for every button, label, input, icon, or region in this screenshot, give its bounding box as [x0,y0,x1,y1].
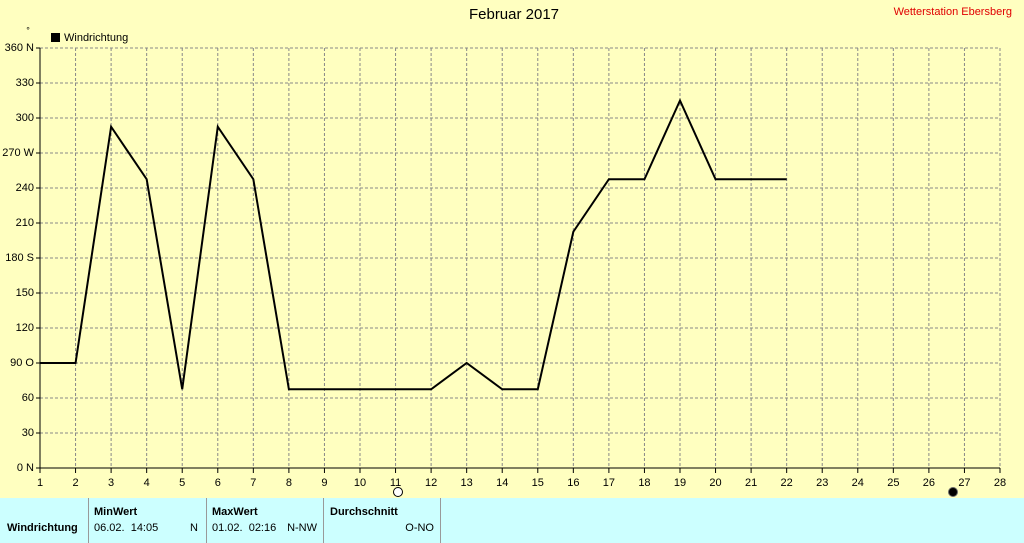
x-tick-label: 12 [425,477,437,489]
y-tick-label: 30 [22,427,34,439]
legend-swatch [51,33,60,42]
data-line [40,98,787,391]
x-tick-label: 25 [887,477,899,489]
y-tick-label: 210 [16,217,34,229]
column-header: MaxWert [212,506,258,518]
x-tick-label: 18 [638,477,650,489]
x-tick-label: 13 [461,477,473,489]
y-tick-label: 300 [16,112,34,124]
x-tick-label: 22 [781,477,793,489]
x-tick-label: 6 [215,477,221,489]
marker-icon [948,487,958,497]
x-tick-label: 27 [958,477,970,489]
x-tick-label: 5 [179,477,185,489]
x-tick-label: 7 [250,477,256,489]
x-tick-label: 9 [321,477,327,489]
stats-cell: Windrichtung [0,498,89,543]
min-direction: N [190,522,198,534]
stats-cell: MinWert 06.02. 14:05 N [88,498,207,543]
stats-cell: MaxWert 01.02. 02:16 N-NW [206,498,324,543]
y-unit: ° [26,25,30,35]
marker-icon [393,487,403,497]
x-tick-label: 3 [108,477,114,489]
x-tick-label: 17 [603,477,615,489]
chart-title: Februar 2017 [469,6,559,23]
column-header: MinWert [94,506,138,518]
min-time: 06.02. 14:05 [94,522,159,534]
y-tick-label: 180 S [5,252,34,264]
x-tick-label: 15 [532,477,544,489]
x-tick-label: 1 [37,477,43,489]
y-tick-label: 270 W [2,147,34,159]
chart: Februar 2017 Wetterstation Ebersberg ° W… [2,6,1012,497]
y-tick-label: 0 N [17,462,34,474]
x-tick-label: 28 [994,477,1006,489]
legend-label: Windrichtung [64,32,128,44]
row-label: Windrichtung [7,522,78,534]
x-tick-label: 21 [745,477,757,489]
x-tick-label: 16 [567,477,579,489]
x-tick-label: 8 [286,477,292,489]
x-tick-label: 2 [72,477,78,489]
x-tick-label: 26 [923,477,935,489]
y-tick-label: 120 [16,322,34,334]
column-header: Durchschnitt [330,506,398,518]
stats-panel: Windrichtung MinWert 06.02. 14:05 N MaxW… [0,498,1024,543]
x-tick-label: 11 [390,477,401,489]
x-tick-label: 24 [852,477,864,489]
y-tick-label: 330 [16,77,34,89]
max-time: 01.02. 02:16 [212,522,277,534]
station-name: Wetterstation Ebersberg [894,6,1012,18]
y-tick-label: 360 N [5,42,34,54]
y-tick-label: 60 [22,392,34,404]
x-tick-label: 14 [496,477,508,489]
y-tick-label: 240 [16,182,34,194]
max-direction: N-NW [287,522,317,534]
y-tick-label: 90 O [10,357,34,369]
x-tick-label: 20 [709,477,721,489]
x-tick-label: 23 [816,477,828,489]
x-tick-label: 4 [144,477,150,489]
avg-direction: O-NO [405,522,434,534]
y-tick-label: 150 [16,287,34,299]
stats-cell: Durchschnitt O-NO [323,498,441,543]
x-tick-label: 19 [674,477,686,489]
x-tick-label: 10 [354,477,366,489]
